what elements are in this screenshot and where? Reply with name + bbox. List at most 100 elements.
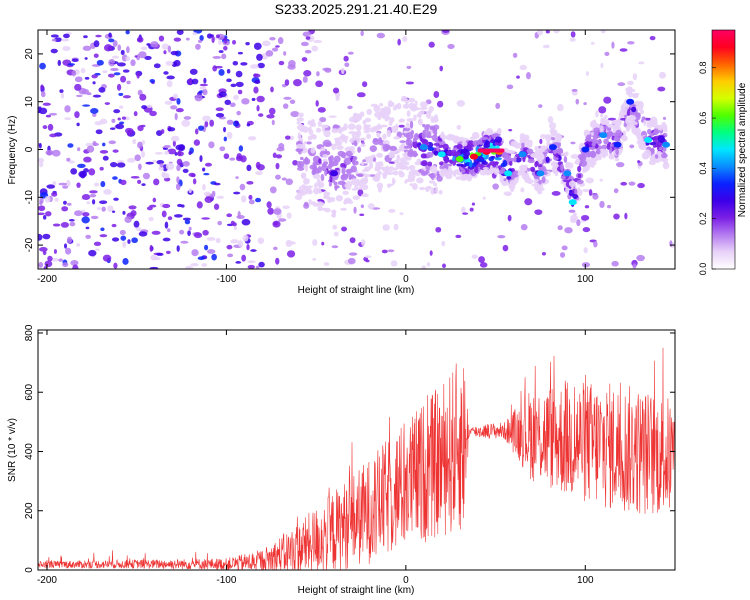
spectrogram-cell: [533, 179, 540, 183]
spectrogram-cell: [202, 183, 206, 191]
spectrogram-cell: [273, 221, 279, 226]
spectrogram-cell: [662, 116, 667, 120]
spectrogram-cell: [250, 249, 257, 252]
spectrogram-cell: [312, 161, 318, 166]
spectrogram-cell: [583, 247, 588, 254]
spectrogram-cell: [84, 76, 90, 80]
spectrogram-cell: [176, 176, 180, 184]
spectrogram-cell: [270, 86, 274, 93]
spectrogram-cell: [173, 214, 183, 218]
spectrogram-cell: [408, 164, 416, 171]
spectrogram-cell: [232, 39, 237, 45]
spectrogram-cell: [557, 103, 564, 112]
spectrogram-cell: [439, 65, 444, 72]
spectrogram-cell: [301, 41, 309, 47]
spectrogram-cell: [58, 182, 68, 186]
spectrogram-cell: [435, 186, 439, 194]
spectrogram-cell: [493, 133, 501, 137]
spectrogram-cell: [265, 50, 274, 57]
spectrogram-cell: [177, 203, 183, 208]
spectrogram-cell: [304, 164, 308, 172]
spectrogram-cell: [337, 150, 345, 157]
spectrogram-cell: [141, 105, 147, 110]
spectrogram-cell: [297, 132, 301, 140]
spectrogram-cell: [429, 172, 436, 179]
spectrogram-cell: [166, 80, 173, 88]
spectrogram-cell: [614, 157, 620, 162]
spectrogram-cell: [188, 226, 192, 231]
spectrogram-cell: [111, 237, 120, 242]
spectrogram-cell: [508, 128, 513, 132]
spectrogram-cell: [60, 92, 65, 99]
spectrogram-cell: [57, 59, 62, 66]
spectrogram-cell: [421, 131, 427, 140]
spectrogram-cell: [282, 205, 290, 210]
spectrogram-cell: [542, 44, 550, 49]
spectrogram-peak: [568, 199, 577, 206]
spectrogram-cell: [353, 156, 358, 161]
spectrogram-cell: [89, 193, 97, 198]
spectrogram-cell: [606, 143, 611, 150]
spectrogram-cell: [235, 70, 243, 78]
snr-series: [38, 347, 675, 570]
spectrogram-cell: [541, 252, 546, 256]
spectrogram-cell: [632, 73, 638, 81]
spectrogram-cell: [275, 174, 281, 180]
spectrogram-cell: [238, 145, 244, 152]
spectrogram-cell: [133, 220, 140, 228]
spectrogram-ytick-label: -20: [24, 237, 35, 252]
spectrogram-cell: [163, 71, 169, 75]
spectrogram-cell: [593, 127, 601, 133]
spectrogram-cell: [539, 187, 545, 192]
spectrogram-cell: [502, 244, 509, 252]
spectrogram-cell: [149, 244, 153, 252]
spectrogram-cell: [315, 100, 319, 107]
snr-panel: -200 -100 0 100 0 200 400 600 800 Height of stra…: [7, 324, 676, 596]
spectrogram-cell: [76, 94, 83, 98]
spectrogram-cell: [405, 101, 409, 110]
spectrogram-cell: [524, 198, 533, 206]
spectrogram-cell: [426, 262, 431, 267]
spectrogram-cell: [447, 134, 453, 141]
spectrogram-cell: [206, 237, 216, 241]
spectrogram-cell: [400, 164, 408, 169]
spectrogram-cell: [372, 157, 377, 162]
spectrogram-cell: [519, 64, 528, 71]
spectrogram-xtick-label: -100: [216, 274, 236, 285]
spectrogram-cell: [373, 176, 381, 182]
spectrogram-cell: [548, 122, 557, 129]
spectrogram-cell: [496, 127, 502, 135]
spectrogram-cell: [348, 252, 358, 256]
spectrogram-cell: [125, 56, 131, 62]
spectrogram-cell: [328, 115, 337, 119]
spectrogram-cell: [436, 100, 444, 108]
spectrogram-cell: [203, 77, 207, 84]
spectrogram-cell: [232, 191, 241, 195]
spectrogram-xlabel: Height of straight line (km): [298, 285, 415, 296]
spectrogram-peak: [581, 146, 590, 153]
spectrogram-cell: [347, 257, 356, 265]
spectrogram-cell: [331, 245, 339, 249]
spectrogram-cell: [553, 157, 559, 161]
spectrogram-cell: [366, 108, 373, 116]
colorbar-tick-label: 0.4: [698, 162, 708, 175]
spectrogram-cell: [50, 48, 58, 54]
spectrogram-cell: [304, 156, 309, 165]
spectrogram-cell: [99, 234, 108, 238]
spectrogram-cell: [278, 60, 285, 66]
spectrogram-cell: [292, 159, 298, 166]
spectrogram-cell: [376, 132, 381, 138]
spectrogram-cell: [534, 145, 539, 152]
spectrogram-cell: [137, 125, 144, 132]
spectrogram-cell: [601, 149, 609, 153]
spectrogram-cell: [607, 117, 617, 121]
spectrogram-cell: [590, 159, 594, 163]
spectrogram-cell: [199, 34, 204, 42]
spectrogram-cell: [599, 200, 605, 208]
spectrogram-cell: [194, 94, 203, 102]
spectrogram-cell: [615, 148, 619, 156]
spectrogram-cell: [443, 155, 449, 164]
spectrogram-cell: [95, 248, 100, 251]
spectrogram-cell: [153, 178, 160, 186]
spectrogram-cell: [669, 240, 673, 247]
